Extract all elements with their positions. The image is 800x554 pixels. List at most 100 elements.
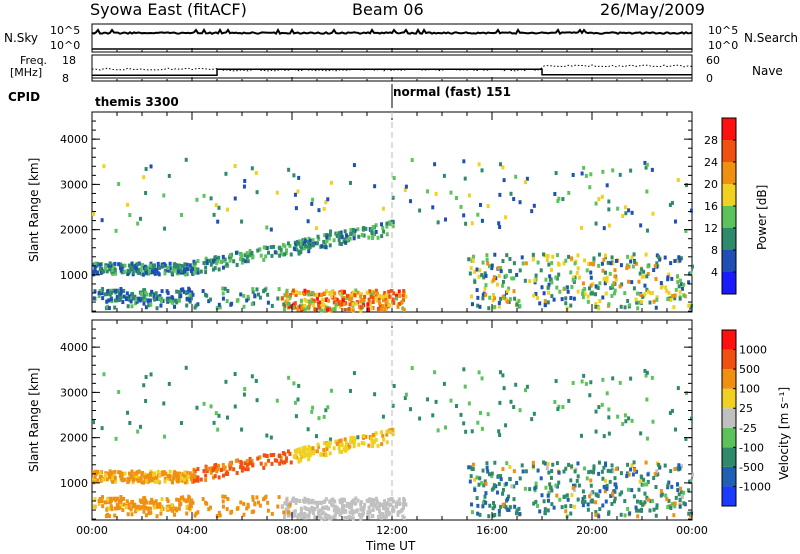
velocity-cell	[626, 506, 630, 511]
velocity-cell	[470, 429, 474, 434]
power-cell	[143, 297, 147, 302]
velocity-cell	[334, 510, 338, 515]
power-ytick-label-3: 4000	[60, 133, 88, 146]
power-cell	[152, 292, 156, 297]
velocity-cell	[605, 391, 609, 396]
power-cell	[138, 216, 142, 221]
velocity-cell	[131, 480, 135, 485]
power-cell	[653, 264, 657, 269]
velocity-cell	[240, 461, 244, 466]
velocity-cell	[646, 497, 650, 502]
power-cell	[375, 298, 379, 303]
power-cell	[352, 163, 356, 168]
power-cell	[498, 192, 502, 197]
power-cell	[332, 238, 336, 243]
velocity-cell	[229, 510, 233, 515]
velocity-cell	[597, 460, 601, 465]
velocity-cell	[131, 478, 135, 483]
velocity-cell	[484, 500, 488, 505]
velocity-cell	[205, 501, 209, 506]
velocity-cell	[129, 507, 133, 512]
velocity-cell	[149, 372, 153, 377]
power-cell	[650, 167, 654, 172]
power-cell	[300, 305, 304, 310]
power-cell	[226, 288, 230, 293]
power-cell	[187, 267, 191, 272]
velocity-cell	[211, 475, 215, 480]
velocity-colorbar-swatch-3	[722, 427, 736, 448]
velocity-cell	[436, 428, 440, 433]
power-cell	[362, 233, 366, 238]
velocity-cell	[673, 466, 677, 471]
power-cell	[368, 289, 372, 294]
power-cell	[209, 262, 213, 267]
velocity-cell	[634, 505, 638, 510]
velocity-cell	[308, 453, 312, 458]
velocity-cell	[171, 508, 175, 513]
velocity-cell	[603, 478, 607, 483]
power-cell	[348, 180, 352, 185]
power-cell	[673, 293, 677, 298]
velocity-cell	[163, 479, 167, 484]
velocity-cell	[192, 478, 196, 483]
velocity-cell	[592, 470, 596, 475]
velocity-cell	[545, 466, 549, 471]
velocity-cell	[690, 472, 694, 477]
x-axis-label: Time UT	[366, 539, 416, 553]
power-cell	[666, 297, 670, 302]
velocity-cell	[385, 429, 389, 434]
power-cell	[333, 304, 337, 309]
velocity-cell	[588, 393, 592, 398]
velocity-cell	[497, 481, 501, 486]
power-cell	[116, 288, 120, 293]
velocity-cell	[349, 439, 353, 444]
power-cell	[550, 280, 554, 285]
velocity-cell	[362, 433, 366, 438]
power-cell	[546, 254, 550, 259]
power-cell	[381, 225, 385, 230]
velocity-cbar-label-1: 500	[739, 363, 760, 376]
power-cell	[119, 295, 123, 300]
velocity-cell	[105, 500, 109, 505]
power-cell	[191, 292, 195, 297]
power-cell	[152, 263, 156, 268]
velocity-cell	[213, 474, 217, 479]
velocity-colorbar-swatch-4	[722, 408, 736, 428]
power-cell	[497, 266, 501, 271]
velocity-cell	[480, 481, 484, 486]
power-cell	[163, 262, 167, 267]
power-cell	[564, 301, 568, 306]
velocity-cell	[143, 505, 147, 510]
velocity-cell	[266, 500, 270, 505]
velocity-cell	[145, 478, 149, 483]
velocity-cell	[546, 462, 550, 467]
power-cell	[133, 294, 137, 299]
velocity-cell	[651, 419, 655, 424]
velocity-cell	[501, 502, 505, 507]
velocity-cell	[547, 498, 551, 503]
power-cell	[233, 164, 237, 169]
velocity-cell	[186, 475, 190, 480]
power-cell	[216, 219, 220, 224]
velocity-cell	[571, 380, 575, 385]
velocity-cell	[370, 514, 374, 519]
power-cell	[659, 285, 663, 290]
velocity-cell	[144, 399, 148, 404]
velocity-cell	[549, 475, 553, 480]
velocity-cell	[594, 429, 598, 434]
velocity-cell	[613, 476, 617, 481]
power-cell	[148, 292, 152, 297]
power-cell	[242, 293, 246, 298]
power-cell	[122, 294, 126, 299]
velocity-cell	[117, 389, 121, 394]
power-cell	[577, 275, 581, 280]
power-cell	[303, 241, 307, 246]
velocity-cell	[225, 415, 229, 420]
velocity-cell	[381, 512, 385, 517]
power-cell	[470, 294, 474, 299]
power-cell	[296, 241, 300, 246]
power-cell	[139, 268, 143, 273]
power-cell	[587, 286, 591, 291]
velocity-cell	[594, 409, 598, 414]
velocity-cell	[245, 462, 249, 467]
